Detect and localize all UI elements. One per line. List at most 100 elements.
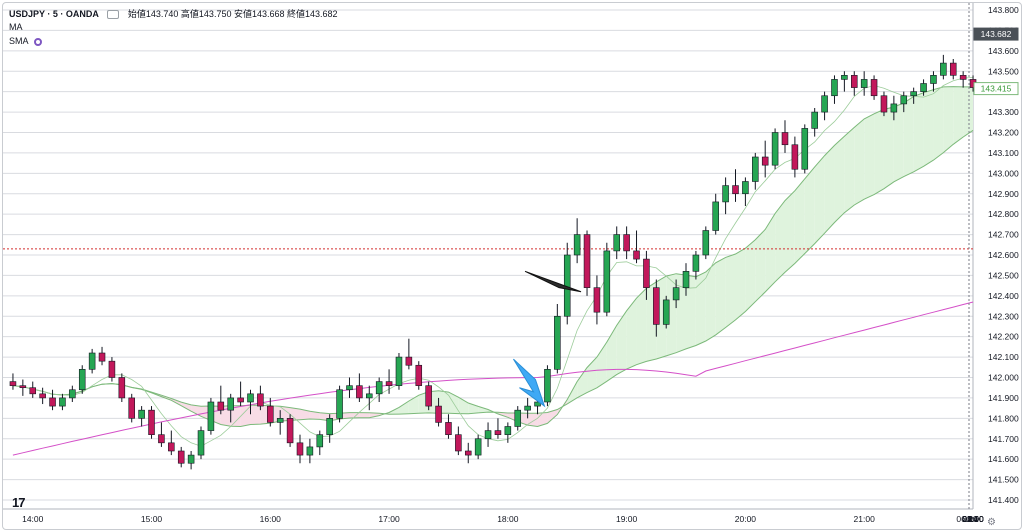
y-tick-label: 141.500 xyxy=(988,475,1019,485)
candle-body xyxy=(138,409,145,419)
ma-band-segment xyxy=(844,127,855,213)
candle-body xyxy=(603,250,611,313)
blue-arrow-icon xyxy=(513,358,546,408)
candle-body xyxy=(168,442,175,452)
candle-body xyxy=(623,234,630,252)
candle-body xyxy=(682,271,690,288)
ma-legend[interactable]: MA xyxy=(9,22,23,32)
x-tick-label: 15:00 xyxy=(141,514,163,524)
candle-body xyxy=(306,446,314,456)
gear-circle-icon[interactable] xyxy=(33,37,42,46)
ma-band-segment xyxy=(864,113,875,200)
candle-body xyxy=(69,389,76,399)
ma-band-segment xyxy=(230,405,241,427)
ma-band-segment xyxy=(963,86,974,137)
candle-body xyxy=(207,401,215,431)
x-tick-label: 01:00 xyxy=(962,514,984,524)
ma-band-segment xyxy=(824,145,835,234)
y-tick-label: 143.300 xyxy=(988,107,1019,117)
candle-body xyxy=(662,299,670,325)
candle-body xyxy=(415,364,423,386)
x-tick-label: 06:00 xyxy=(956,514,978,524)
candle-body xyxy=(831,79,838,97)
ma-band-segment xyxy=(240,405,251,427)
y-tick-label: 143.200 xyxy=(988,128,1019,138)
ma-band-segment xyxy=(745,239,756,312)
candle-body xyxy=(949,62,957,76)
settings-gear-icon[interactable]: ⚙ xyxy=(987,517,996,528)
candle-body xyxy=(296,442,304,456)
ma-band-segment xyxy=(705,262,716,342)
ma-band-segment xyxy=(478,406,489,413)
ma-band-segment xyxy=(893,102,904,182)
ma-band-segment xyxy=(636,288,647,365)
y-tick-label: 141.900 xyxy=(988,393,1019,403)
candle-body xyxy=(9,381,17,386)
candle-body xyxy=(821,95,828,113)
ma-band-segment xyxy=(834,136,845,223)
ma-band-segment xyxy=(874,109,884,195)
candle-body xyxy=(910,91,917,97)
candle-body xyxy=(425,385,432,407)
price-chart[interactable]: 143.800143.700143.600143.500143.400143.3… xyxy=(3,3,1021,529)
candle-body xyxy=(851,75,858,88)
y-tick-label: 142.200 xyxy=(988,332,1019,342)
ma-band-segment xyxy=(626,298,637,370)
candle-body xyxy=(445,422,452,435)
y-tick-label: 142.400 xyxy=(988,291,1019,301)
x-tick-label: 20:00 xyxy=(735,514,757,524)
x-tick-label: 16:00 xyxy=(260,514,282,524)
candle-body xyxy=(732,185,739,195)
symbol-title[interactable]: USDJPY · 5 · OANDA xyxy=(9,9,99,19)
candle-body xyxy=(227,397,234,411)
candle-body xyxy=(385,381,393,386)
ma-band-segment xyxy=(794,178,805,264)
ma-band-segment xyxy=(913,92,924,172)
x-tick-label: 22:00 xyxy=(962,514,984,524)
ma-band-segment xyxy=(943,86,954,153)
candle-body xyxy=(128,397,135,419)
candle-body xyxy=(118,377,126,399)
ma-band-segment xyxy=(725,253,736,328)
ma-band-segment xyxy=(883,106,894,189)
candle-body xyxy=(336,389,343,419)
x-tick-label: 19:00 xyxy=(616,514,638,524)
last-price-tag-bg xyxy=(973,27,1019,41)
eye-icon[interactable] xyxy=(107,10,120,20)
ma-band-segment xyxy=(616,310,627,375)
candle-body xyxy=(643,258,650,288)
candle-body xyxy=(39,393,46,399)
candle-body xyxy=(346,385,353,391)
ma-band-segment xyxy=(903,96,914,177)
y-tick-label: 143.500 xyxy=(988,66,1019,76)
candle-body xyxy=(108,360,116,378)
tradingview-logo-icon[interactable]: 17 xyxy=(12,495,26,510)
candle-body xyxy=(722,185,729,203)
y-tick-label: 141.400 xyxy=(988,495,1019,505)
x-tick-label: 17:00 xyxy=(378,514,400,524)
candle-body xyxy=(554,315,561,370)
sma-legend[interactable]: SMA xyxy=(9,36,42,46)
y-tick-label: 141.700 xyxy=(988,434,1019,444)
ma-band-segment xyxy=(755,229,766,302)
sma-price-tag: 143.415 xyxy=(981,84,1012,94)
x-tick-label: 04:00 xyxy=(962,514,984,524)
candle-body xyxy=(692,254,700,272)
y-tick-label: 142.800 xyxy=(988,209,1019,219)
ma-band-segment xyxy=(765,213,776,293)
ma-band-segment xyxy=(458,397,469,414)
candle-body xyxy=(514,409,522,427)
candle-body xyxy=(959,75,967,80)
sma-label: SMA xyxy=(9,36,29,46)
ma-band-segment xyxy=(735,248,746,320)
candle-body xyxy=(286,418,294,444)
candle-body xyxy=(267,405,274,423)
candle-body xyxy=(375,381,383,395)
sma-price-tag-bg xyxy=(973,82,1019,96)
candle-body xyxy=(247,393,254,403)
ma-band-segment xyxy=(804,166,815,254)
ma-band-segment xyxy=(191,404,202,417)
symbol-legend: USDJPY · 5 · OANDA 始値143.740 高値143.750 安… xyxy=(9,7,338,20)
ma-label: MA xyxy=(9,22,23,32)
